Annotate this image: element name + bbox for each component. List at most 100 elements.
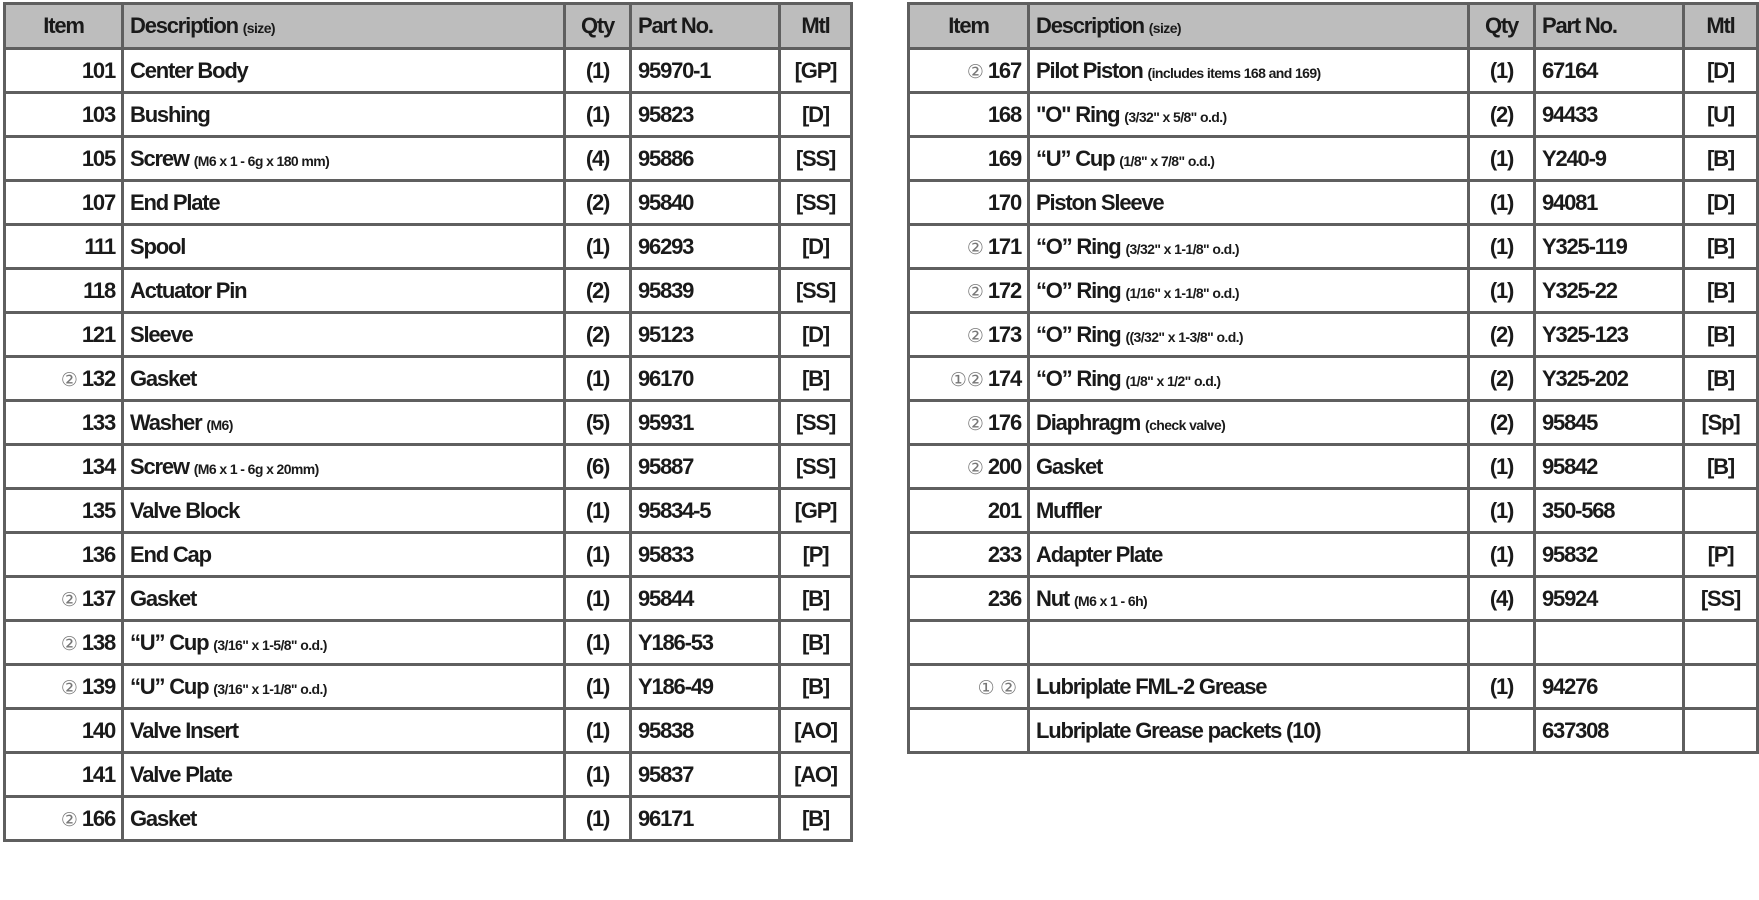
- table-row: 141 Valve Plate (1) 95837 [AO]: [3, 751, 853, 798]
- cell-qty: (1): [1467, 531, 1536, 578]
- cell-mtl: [GP]: [778, 47, 853, 94]
- cell-item: ① ②: [907, 663, 1030, 710]
- cell-description: Valve Insert: [121, 707, 566, 754]
- item-number: 133: [81, 409, 116, 435]
- size: (M6 x 1 - 6g x 20mm): [193, 460, 320, 477]
- cell-qty: (2): [1467, 399, 1536, 446]
- cell-description: "O" Ring (3/32" x 5/8" o.d.): [1027, 91, 1470, 138]
- item-number: 236: [987, 585, 1022, 611]
- header-part-no: Part No.: [629, 2, 781, 50]
- cell-part-no: 95886: [629, 135, 781, 182]
- item-number: 167: [987, 57, 1022, 83]
- cell-mtl: [B]: [1682, 223, 1759, 270]
- cell-part-no: 95840: [629, 179, 781, 226]
- parts-table-left: Item Description (size) Qty Part No. Mtl…: [3, 2, 853, 842]
- cell-qty: (2): [563, 311, 632, 358]
- description: Valve Plate: [130, 761, 233, 787]
- cell-qty: (2): [563, 267, 632, 314]
- table-header: Item Description (size) Qty Part No. Mtl: [907, 2, 1759, 50]
- cell-item: 169: [907, 135, 1030, 182]
- cell-mtl: [B]: [778, 663, 853, 710]
- item-number: 121: [81, 321, 116, 347]
- cell-description: “O” Ring ((3/32" x 1-3/8" o.d.): [1027, 311, 1470, 358]
- cell-part-no: Y186-49: [629, 663, 781, 710]
- description: Center Body: [130, 57, 249, 83]
- cell-part-no: Y240-9: [1533, 135, 1685, 182]
- header-description-label: Description: [130, 13, 239, 38]
- item-number: 103: [81, 101, 116, 127]
- cell-part-no: 94276: [1533, 663, 1685, 710]
- cell-description: [1027, 619, 1470, 666]
- cell-description: Screw (M6 x 1 - 6g x 180 mm): [121, 135, 566, 182]
- cell-mtl: [B]: [1682, 267, 1759, 314]
- item-number: 118: [83, 277, 116, 303]
- description: Muffler: [1036, 497, 1102, 523]
- cell-qty: (4): [1467, 575, 1536, 622]
- cell-item: ② 173: [907, 311, 1030, 358]
- cell-description: Bushing: [121, 91, 566, 138]
- description: Diaphragm: [1036, 409, 1141, 435]
- description: "O" Ring: [1036, 101, 1121, 127]
- table-row: ② 137 Gasket (1) 95844 [B]: [3, 575, 853, 622]
- cell-mtl: [D]: [778, 223, 853, 270]
- cell-item: 201: [907, 487, 1030, 534]
- cell-qty: (1): [1467, 487, 1536, 534]
- item-number: 138: [81, 629, 116, 655]
- cell-qty: (2): [1467, 355, 1536, 402]
- cell-item: 135: [3, 487, 124, 534]
- cell-qty: (1): [563, 619, 632, 666]
- header-description-label: Description: [1036, 13, 1145, 38]
- table-row: 201 Muffler (1) 350-568: [907, 487, 1759, 534]
- description: “O” Ring: [1036, 365, 1122, 391]
- cell-description: End Plate: [121, 179, 566, 226]
- cell-part-no: 95834-5: [629, 487, 781, 534]
- item-number: 201: [987, 497, 1022, 523]
- parts-table-right: Item Description (size) Qty Part No. Mtl…: [907, 2, 1759, 754]
- cell-qty: (1): [563, 355, 632, 402]
- note-mark: ②: [60, 677, 78, 699]
- note-mark: ②: [60, 809, 78, 831]
- header-description: Description (size): [121, 2, 566, 50]
- cell-part-no: 350-568: [1533, 487, 1685, 534]
- table-row: 233 Adapter Plate (1) 95832 [P]: [907, 531, 1759, 578]
- cell-part-no: 95924: [1533, 575, 1685, 622]
- cell-mtl: [D]: [1682, 179, 1759, 226]
- cell-mtl: [U]: [1682, 91, 1759, 138]
- note-mark: ②: [966, 281, 984, 303]
- note-mark: ②: [966, 325, 984, 347]
- table-row: ② 171 “O” Ring (3/32" x 1-1/8" o.d.) (1) Y32…: [907, 223, 1759, 270]
- cell-description: Muffler: [1027, 487, 1470, 534]
- size: ((3/32" x 1-3/8" o.d.): [1125, 328, 1243, 345]
- table-row: ② 166 Gasket (1) 96171 [B]: [3, 795, 853, 842]
- header-mtl: Mtl: [778, 2, 853, 50]
- cell-part-no: 95838: [629, 707, 781, 754]
- description: Screw: [130, 145, 190, 171]
- table-row: Lubriplate Grease packets (10) 637308: [907, 707, 1759, 754]
- note-mark: ②: [966, 237, 984, 259]
- cell-qty: (1): [1467, 443, 1536, 490]
- cell-part-no: 95839: [629, 267, 781, 314]
- table-row: 107 End Plate (2) 95840 [SS]: [3, 179, 853, 226]
- cell-item: 134: [3, 443, 124, 490]
- description: Spool: [130, 233, 186, 259]
- cell-part-no: Y186-53: [629, 619, 781, 666]
- description: Adapter Plate: [1036, 541, 1163, 567]
- description: “O” Ring: [1036, 321, 1122, 347]
- size: (1/8" x 7/8" o.d.): [1119, 152, 1215, 169]
- table-row: 134 Screw (M6 x 1 - 6g x 20mm) (6) 95887 [SS…: [3, 443, 853, 490]
- cell-item: ② 171: [907, 223, 1030, 270]
- cell-mtl: [B]: [778, 619, 853, 666]
- size: (3/16" x 1-5/8" o.d.): [213, 636, 327, 653]
- cell-description: Gasket: [121, 795, 566, 842]
- cell-description: Lubriplate Grease packets (10): [1027, 707, 1470, 754]
- cell-mtl: [D]: [1682, 47, 1759, 94]
- cell-item: 103: [3, 91, 124, 138]
- cell-part-no: 96170: [629, 355, 781, 402]
- cell-item: ② 166: [3, 795, 124, 842]
- description: Washer: [130, 409, 203, 435]
- cell-part-no: Y325-202: [1533, 355, 1685, 402]
- item-number: 105: [81, 145, 116, 171]
- cell-qty: (1): [563, 751, 632, 798]
- note-mark: ②: [60, 589, 78, 611]
- cell-mtl: [SS]: [778, 267, 853, 314]
